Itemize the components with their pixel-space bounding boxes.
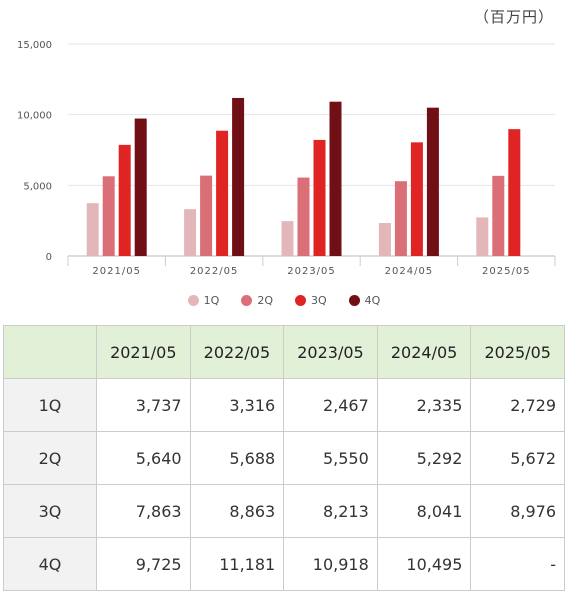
table-cell: 8,213 xyxy=(283,484,378,538)
table-cell: 2,467 xyxy=(283,378,378,432)
x-tick-label: 2022/05 xyxy=(190,266,239,277)
bar-3q xyxy=(508,129,521,256)
table-header-cell: 2024/05 xyxy=(376,325,472,379)
table-row: 3Q 7,863 8,863 8,213 8,041 8,976 xyxy=(3,484,565,538)
table-row: 2Q 5,640 5,688 5,550 5,292 5,672 xyxy=(3,431,565,485)
table-row: 4Q 9,725 11,181 10,918 10,495- xyxy=(3,537,565,591)
legend-item-2q[interactable]: 2Q xyxy=(241,294,273,307)
x-tick-label: 2021/05 xyxy=(92,266,141,277)
bar-4q xyxy=(134,118,147,256)
bar-2q xyxy=(492,175,505,256)
bar-1q xyxy=(378,222,391,256)
chart-area: （百万円） 0 5,000 10,000 15,000 2021/05 2022/05 20… xyxy=(0,8,568,307)
bar-1q xyxy=(86,203,99,256)
legend-label: 1Q xyxy=(203,294,220,307)
unit-label: （百万円） xyxy=(473,8,554,26)
y-tick-label: 15,000 xyxy=(17,40,52,51)
bar-4q xyxy=(232,97,245,257)
legend-label: 3Q xyxy=(311,294,327,307)
table-cell: 10,495 xyxy=(376,537,472,591)
table-header-cell: 2022/05 xyxy=(189,325,285,379)
y-tick-label: 0 xyxy=(46,252,52,263)
bar-chart: 0 5,000 10,000 15,000 2021/05 2022/05 2023/05 2… xyxy=(17,40,556,277)
legend-item-1q[interactable]: 1Q xyxy=(187,294,220,307)
table-cell: 5,550 xyxy=(283,431,378,485)
table-cell: 8,041 xyxy=(376,484,472,538)
x-tick-label: 2023/05 xyxy=(287,266,336,277)
table-cell: 5,672 xyxy=(470,431,565,485)
legend-item-3q[interactable]: 3Q xyxy=(295,294,327,307)
y-tick-label: 10,000 xyxy=(17,111,52,122)
table-cell: 10,918 xyxy=(283,537,378,591)
bar-4q xyxy=(329,101,342,257)
table-corner-cell xyxy=(3,325,97,379)
row-label-cell: 1Q xyxy=(3,378,97,432)
chart-legend: 1Q 2Q 3Q 4Q xyxy=(0,294,568,307)
table-cell: 3,737 xyxy=(96,378,191,432)
row-label-cell: 2Q xyxy=(3,431,97,485)
table-cell: 8,976 xyxy=(470,484,565,538)
table-cell: 3,316 xyxy=(189,378,285,432)
table-cell: 9,725 xyxy=(96,537,191,591)
table-body: 1Q 3,737 3,316 2,467 2,335 2,729 2Q 5,640 5,688 5… xyxy=(3,378,565,591)
legend-marker xyxy=(295,295,306,306)
bar-2q xyxy=(297,177,310,256)
table-cell: 5,688 xyxy=(189,431,285,485)
table-cell: 2,335 xyxy=(376,378,472,432)
table-cell: 8,863 xyxy=(189,484,285,538)
bar-4q xyxy=(426,107,439,256)
legend-marker xyxy=(348,295,360,306)
bar-3q xyxy=(216,130,229,256)
bar-2q xyxy=(394,181,407,256)
y-tick-label: 5,000 xyxy=(23,181,52,192)
legend-item-4q[interactable]: 4Q xyxy=(348,294,381,307)
table-header-row: 2021/05 2022/05 2023/05 2024/05 2025/05 xyxy=(3,325,565,379)
legend-marker xyxy=(187,295,199,306)
table-cell: 5,640 xyxy=(96,431,191,485)
table-cell: - xyxy=(470,537,565,591)
legend-label: 4Q xyxy=(364,294,381,307)
row-label-cell: 4Q xyxy=(3,537,97,591)
table-cell: 5,292 xyxy=(376,431,472,485)
table-row: 1Q 3,737 3,316 2,467 2,335 2,729 xyxy=(3,378,565,432)
bar-3q xyxy=(313,139,326,256)
row-label-cell: 3Q xyxy=(3,484,97,538)
x-tick-label: 2025/05 xyxy=(482,266,531,277)
legend-label: 2Q xyxy=(257,294,273,307)
bar-1q xyxy=(476,217,489,256)
data-table: 2021/05 2022/05 2023/05 2024/05 2025/05 1Q 3,… xyxy=(3,325,565,591)
bar-2q xyxy=(200,175,213,256)
table-cell: 7,863 xyxy=(96,484,191,538)
table-header-cell: 2023/05 xyxy=(283,325,378,379)
bar-3q xyxy=(118,144,131,256)
table-cell: 2,729 xyxy=(470,378,565,432)
x-tick-label: 2024/05 xyxy=(385,266,434,277)
table-cell: 11,181 xyxy=(189,537,285,591)
bar-1q xyxy=(184,209,197,256)
bar-1q xyxy=(281,221,294,256)
table-header-cell: 2021/05 xyxy=(96,325,191,379)
table-header-cell: 2025/05 xyxy=(470,325,565,379)
bar-3q xyxy=(410,142,423,256)
bar-2q xyxy=(102,176,115,256)
legend-marker xyxy=(241,295,253,306)
